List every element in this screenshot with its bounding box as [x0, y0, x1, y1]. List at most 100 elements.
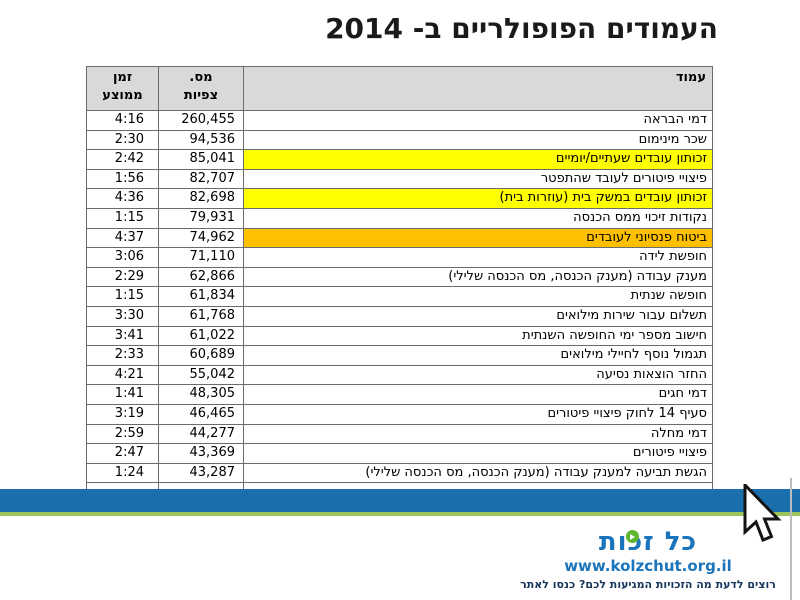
avg-time-cell: 3:41 — [86, 325, 159, 347]
table-row: פיצויי פיטורים 43,369 2:47 — [86, 443, 713, 464]
views-cell: 46,465 — [158, 403, 244, 425]
header-row: עמוד מס. צפיות זמן ממוצע — [86, 66, 713, 111]
page-name-cell: חופשת לידה — [243, 247, 713, 268]
page-name-cell: תגמול נוסף לחיילי מילואים — [243, 345, 713, 366]
column-header-views-line2: צפיות — [183, 88, 219, 103]
avg-time-cell: 2:47 — [86, 443, 159, 464]
avg-time-cell: 4:37 — [86, 227, 159, 249]
popular-pages-table: עמוד מס. צפיות זמן ממוצע דמי הבראה 260,45… — [86, 66, 713, 491]
logo-play-arrow-icon — [629, 533, 635, 540]
column-header-views-line1: מס. — [189, 70, 213, 85]
views-cell: 82,698 — [158, 188, 244, 209]
views-cell: 48,305 — [158, 384, 244, 405]
avg-time-cell: 1:24 — [86, 462, 159, 484]
logo-green-dot-icon — [625, 530, 639, 543]
data-table: עמוד מס. צפיות זמן ממוצע דמי הבראה 260,45… — [86, 66, 713, 491]
table-row: פיצויי פיטורים לעובד שהתפטר 82,707 1:56 — [86, 168, 713, 190]
page-name-cell: דמי הבראה — [243, 110, 713, 131]
page-name-cell: זכותון עובדים שעתיים/יומיים — [243, 149, 713, 170]
column-header-time-line2: ממוצע — [102, 88, 143, 103]
mouse-cursor-icon — [743, 484, 782, 542]
views-cell: 61,022 — [158, 325, 244, 347]
table-row: חישוב מספר ימי החופשה השנתית 61,022 3:41 — [86, 325, 713, 347]
avg-time-cell: 3:19 — [86, 403, 159, 425]
views-cell: 260,455 — [158, 110, 244, 131]
page-name-cell: זכותון עובדים במשק בית (עוזרות בית) — [243, 188, 713, 209]
views-cell: 55,042 — [158, 364, 244, 386]
avg-time-cell: 2:29 — [86, 266, 159, 288]
avg-time-cell: 2:33 — [86, 345, 159, 366]
table-row: תשלום עבור שירות מילואים 61,768 3:30 — [86, 305, 713, 327]
column-header-page: עמוד — [243, 66, 713, 111]
views-cell: 82,707 — [158, 168, 244, 190]
avg-time-cell: 2:30 — [86, 129, 159, 151]
avg-time-cell: 4:16 — [86, 110, 159, 131]
table-row: חופשת לידה 71,110 3:06 — [86, 247, 713, 268]
page-name-cell: נקודות זיכוי ממס הכנסה — [243, 207, 713, 229]
page-name-cell: דמי מחלה — [243, 423, 713, 445]
table-row: הגשת תביעה למענק עבודה (מענק הכנסה, מס ה… — [86, 462, 713, 484]
table-row: דמי מחלה 44,277 2:59 — [86, 423, 713, 445]
right-edge-line — [790, 478, 792, 600]
views-cell: 61,768 — [158, 305, 244, 327]
page-name-cell: הגשת תביעה למענק עבודה (מענק הכנסה, מס ה… — [243, 462, 713, 484]
table-row: זכותון עובדים שעתיים/יומיים 85,041 2:42 — [86, 149, 713, 170]
column-header-time-line1: זמן — [112, 70, 133, 85]
tagline: רוצים לדעת מה הזכויות המגיעות לכם? כנסו … — [520, 578, 776, 591]
page-name-cell: מענק עבודה (מענק הכנסה, מס הכנסה שלילי) — [243, 266, 713, 288]
kolzchut-logo-block: כל זכות www.kolzchut.org.il רוצים לדעת מ… — [510, 528, 786, 591]
views-cell: 43,287 — [158, 462, 244, 484]
avg-time-cell: 3:30 — [86, 305, 159, 327]
footer-green-line — [0, 512, 800, 516]
website-url: www.kolzchut.org.il — [564, 557, 732, 575]
table-row: סעיף 14 לחוק פיצויי פיטורים 46,465 3:19 — [86, 403, 713, 425]
avg-time-cell: 1:15 — [86, 286, 159, 307]
views-cell: 79,931 — [158, 207, 244, 229]
views-cell: 44,277 — [158, 423, 244, 445]
page-name-cell: חופשה שנתית — [243, 286, 713, 307]
table-row: דמי הבראה 260,455 4:16 — [86, 110, 713, 131]
avg-time-cell: 4:21 — [86, 364, 159, 386]
column-header-views: מס. צפיות — [158, 66, 244, 111]
views-cell: 43,369 — [158, 443, 244, 464]
page-name-cell: שכר מינימום — [243, 129, 713, 151]
slide-title: העמודים הפופולריים ב- 2014 — [325, 12, 718, 45]
table-row: דמי חגים 48,305 1:41 — [86, 384, 713, 405]
table-row: שכר מינימום 94,536 2:30 — [86, 129, 713, 151]
page-name-cell: דמי חגים — [243, 384, 713, 405]
page-name-cell: תשלום עבור שירות מילואים — [243, 305, 713, 327]
page-name-cell: החזר הוצאות נסיעה — [243, 364, 713, 386]
kolzchut-logo-label: כל זכות — [598, 527, 698, 557]
table-row: ביטוח פנסיוני לעובדים 74,962 4:37 — [86, 227, 713, 249]
kolzchut-logo: כל זכות — [599, 528, 697, 556]
table-row: תגמול נוסף לחיילי מילואים 60,689 2:33 — [86, 345, 713, 366]
views-cell: 71,110 — [158, 247, 244, 268]
views-cell: 94,536 — [158, 129, 244, 151]
views-cell: 61,834 — [158, 286, 244, 307]
avg-time-cell: 1:15 — [86, 207, 159, 229]
footer-blue-bar — [0, 489, 800, 512]
page-name-cell: ביטוח פנסיוני לעובדים — [243, 227, 713, 249]
table-row: זכותון עובדים במשק בית (עוזרות בית) 82,69… — [86, 188, 713, 209]
views-cell: 62,866 — [158, 266, 244, 288]
views-cell: 85,041 — [158, 149, 244, 170]
avg-time-cell: 1:41 — [86, 384, 159, 405]
table-body: דמי הבראה 260,455 4:16 שכר מינימום 94,536 2:3… — [86, 110, 713, 491]
avg-time-cell: 1:56 — [86, 168, 159, 190]
avg-time-cell: 3:06 — [86, 247, 159, 268]
views-cell: 74,962 — [158, 227, 244, 249]
avg-time-cell: 4:36 — [86, 188, 159, 209]
table-row: חופשה שנתית 61,834 1:15 — [86, 286, 713, 307]
table-row: נקודות זיכוי ממס הכנסה 79,931 1:15 — [86, 207, 713, 229]
table-row: החזר הוצאות נסיעה 55,042 4:21 — [86, 364, 713, 386]
page-name-cell: פיצויי פיטורים — [243, 443, 713, 464]
avg-time-cell: 2:42 — [86, 149, 159, 170]
views-cell: 60,689 — [158, 345, 244, 366]
page-name-cell: פיצויי פיטורים לעובד שהתפטר — [243, 168, 713, 190]
page-name-cell: חישוב מספר ימי החופשה השנתית — [243, 325, 713, 347]
column-header-page-label: עמוד — [675, 70, 706, 85]
page-name-cell: סעיף 14 לחוק פיצויי פיטורים — [243, 403, 713, 425]
column-header-time: זמן ממוצע — [86, 66, 159, 111]
table-row: מענק עבודה (מענק הכנסה, מס הכנסה שלילי) 6… — [86, 266, 713, 288]
